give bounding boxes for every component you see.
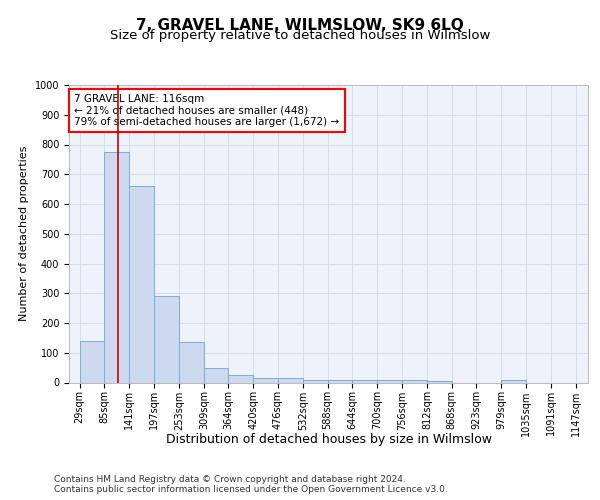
Bar xyxy=(377,380,402,382)
Bar xyxy=(352,380,377,382)
Bar xyxy=(228,375,253,382)
Bar xyxy=(80,341,104,382)
Text: Size of property relative to detached houses in Wilmslow: Size of property relative to detached ho… xyxy=(110,29,490,42)
Bar xyxy=(179,342,204,382)
Bar xyxy=(253,378,278,382)
Bar xyxy=(303,380,328,382)
Bar xyxy=(278,378,303,382)
Text: Contains HM Land Registry data © Crown copyright and database right 2024.
Contai: Contains HM Land Registry data © Crown c… xyxy=(54,474,448,494)
Bar xyxy=(427,381,452,382)
Bar xyxy=(328,380,352,382)
Y-axis label: Number of detached properties: Number of detached properties xyxy=(19,146,29,322)
Text: 7, GRAVEL LANE, WILMSLOW, SK9 6LQ: 7, GRAVEL LANE, WILMSLOW, SK9 6LQ xyxy=(136,18,464,32)
Bar xyxy=(501,380,526,382)
Bar xyxy=(204,368,228,382)
Bar xyxy=(130,186,154,382)
Text: 7 GRAVEL LANE: 116sqm
← 21% of detached houses are smaller (448)
79% of semi-det: 7 GRAVEL LANE: 116sqm ← 21% of detached … xyxy=(74,94,340,127)
Bar xyxy=(104,152,130,382)
Bar xyxy=(154,296,179,382)
Bar xyxy=(402,380,427,382)
Text: Distribution of detached houses by size in Wilmslow: Distribution of detached houses by size … xyxy=(166,432,492,446)
